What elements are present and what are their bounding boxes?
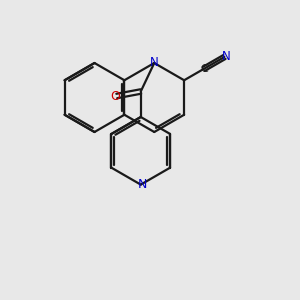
Text: N: N [138, 178, 147, 191]
Text: N: N [150, 56, 159, 70]
Text: N: N [221, 50, 230, 64]
Text: C: C [200, 64, 208, 74]
Text: O: O [110, 89, 120, 103]
